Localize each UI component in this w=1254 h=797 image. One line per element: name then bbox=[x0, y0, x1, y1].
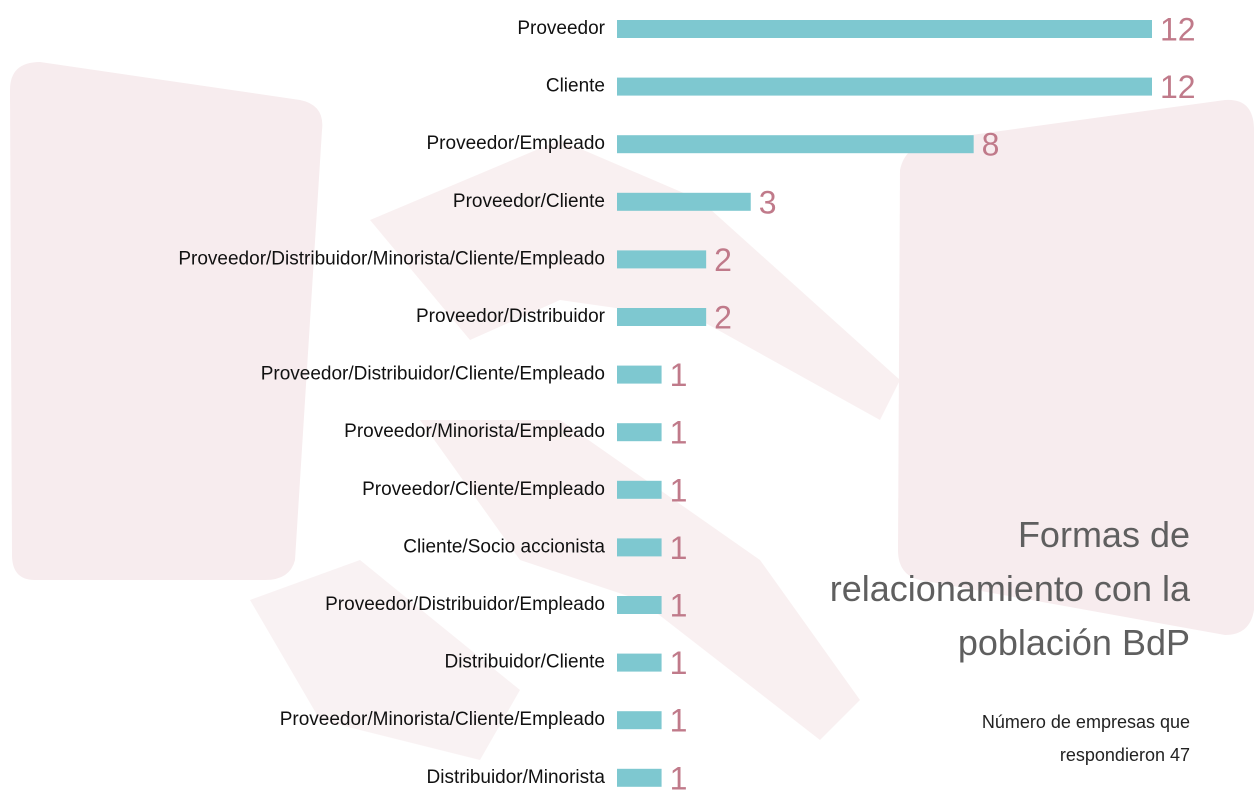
chart-subtitle: Número de empresas que respondieron 47 bbox=[950, 706, 1190, 772]
value-label: 3 bbox=[759, 184, 777, 220]
chart-title: Formas de relacionamiento con la poblaci… bbox=[810, 508, 1190, 670]
category-label: Distribuidor/Minorista bbox=[427, 767, 606, 788]
category-label: Distribuidor/Cliente bbox=[444, 652, 605, 673]
value-label: 2 bbox=[714, 299, 732, 335]
bar bbox=[617, 135, 974, 153]
bar bbox=[617, 711, 662, 729]
category-label: Proveedor/Distribuidor/Empleado bbox=[325, 594, 605, 615]
category-label: Proveedor/Cliente bbox=[453, 191, 605, 212]
value-label: 1 bbox=[670, 357, 688, 393]
value-label: 1 bbox=[670, 472, 688, 508]
bar bbox=[617, 193, 751, 211]
bar bbox=[617, 250, 706, 268]
page: Proveedor12Cliente12Proveedor/Empleado8P… bbox=[0, 0, 1254, 797]
bar bbox=[617, 366, 662, 384]
category-label: Cliente/Socio accionista bbox=[403, 536, 605, 557]
category-label: Proveedor/Distribuidor/Minorista/Cliente… bbox=[178, 248, 605, 269]
value-label: 12 bbox=[1160, 11, 1196, 47]
category-label: Proveedor/Minorista/Cliente/Empleado bbox=[280, 709, 605, 730]
category-label: Proveedor/Distribuidor bbox=[416, 306, 606, 327]
bar bbox=[617, 538, 662, 556]
value-label: 1 bbox=[670, 703, 688, 739]
value-label: 1 bbox=[670, 760, 688, 796]
category-label: Proveedor/Cliente/Empleado bbox=[362, 479, 605, 500]
bar bbox=[617, 596, 662, 614]
bar bbox=[617, 654, 662, 672]
value-label: 2 bbox=[714, 242, 732, 278]
bar bbox=[617, 481, 662, 499]
category-label: Proveedor/Distribuidor/Cliente/Empleado bbox=[261, 364, 605, 385]
category-label: Proveedor/Empleado bbox=[427, 133, 606, 154]
category-label: Cliente bbox=[546, 76, 605, 97]
value-label: 1 bbox=[670, 415, 688, 451]
value-label: 1 bbox=[670, 645, 688, 681]
bar bbox=[617, 423, 662, 441]
value-label: 12 bbox=[1160, 69, 1196, 105]
value-label: 8 bbox=[982, 127, 1000, 163]
value-label: 1 bbox=[670, 587, 688, 623]
category-label: Proveedor/Minorista/Empleado bbox=[344, 421, 605, 442]
bar bbox=[617, 769, 662, 787]
bar bbox=[617, 20, 1152, 38]
value-label: 1 bbox=[670, 530, 688, 566]
chart: Proveedor12Cliente12Proveedor/Empleado8P… bbox=[0, 0, 1254, 797]
bar bbox=[617, 308, 706, 326]
category-label: Proveedor bbox=[517, 18, 605, 39]
bar bbox=[617, 78, 1152, 96]
